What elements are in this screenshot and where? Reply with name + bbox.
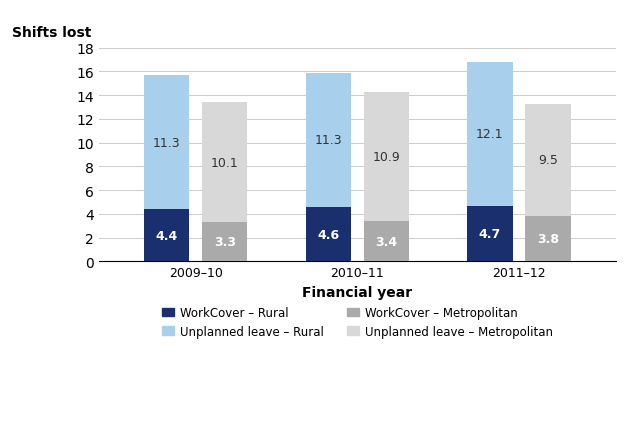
Bar: [468, 206, 512, 262]
Text: 12.1: 12.1: [476, 128, 504, 141]
Text: 4.6: 4.6: [317, 228, 339, 241]
Text: 10.1: 10.1: [211, 157, 239, 169]
Y-axis label: Shifts lost: Shifts lost: [13, 26, 92, 40]
Text: 11.3: 11.3: [153, 136, 180, 149]
Bar: [305, 74, 351, 207]
Text: 3.8: 3.8: [537, 233, 559, 246]
Bar: [526, 217, 570, 262]
Text: 3.3: 3.3: [214, 236, 236, 249]
Bar: [364, 92, 409, 221]
Bar: [144, 210, 189, 262]
Bar: [144, 76, 189, 210]
Bar: [526, 104, 570, 217]
Text: 3.4: 3.4: [375, 235, 398, 248]
Bar: [364, 221, 409, 262]
Text: 10.9: 10.9: [372, 150, 400, 163]
Text: 11.3: 11.3: [314, 134, 342, 147]
X-axis label: Financial year: Financial year: [302, 285, 413, 299]
Text: 4.7: 4.7: [479, 227, 501, 240]
Bar: [305, 207, 351, 262]
Text: 9.5: 9.5: [538, 154, 558, 167]
Bar: [202, 223, 247, 262]
Legend: WorkCover – Rural, Unplanned leave – Rural, WorkCover – Metropolitan, Unplanned : WorkCover – Rural, Unplanned leave – Rur…: [162, 306, 553, 338]
Text: 4.4: 4.4: [155, 229, 178, 242]
Bar: [202, 103, 247, 223]
Bar: [468, 63, 512, 206]
